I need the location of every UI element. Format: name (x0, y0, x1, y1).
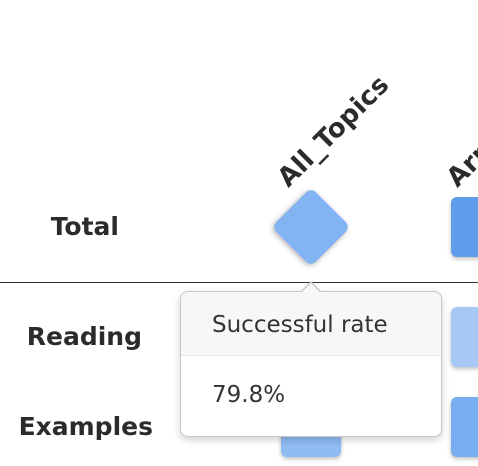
heatmap-cell-examples-arrays[interactable] (451, 397, 478, 457)
column-header-all-topics: All_Topics (272, 69, 396, 194)
row-label-reading: Reading (26, 322, 142, 351)
row-label-total: Total (50, 212, 119, 241)
heatmap-cell-total-arrays[interactable] (451, 197, 478, 257)
tooltip-title: Successful rate (181, 292, 441, 356)
column-header-arrays: Arra (441, 126, 478, 194)
heatmap-cell-total-all-topics[interactable] (271, 187, 351, 267)
tooltip-arrow-inner (301, 283, 321, 293)
row-label-examples: Examples (18, 412, 153, 441)
heatmap-cell-reading-arrays[interactable] (451, 307, 478, 367)
tooltip-value: 79.8% (212, 382, 286, 408)
tooltip: Successful rate 79.8% (180, 291, 442, 437)
total-divider (0, 282, 478, 283)
